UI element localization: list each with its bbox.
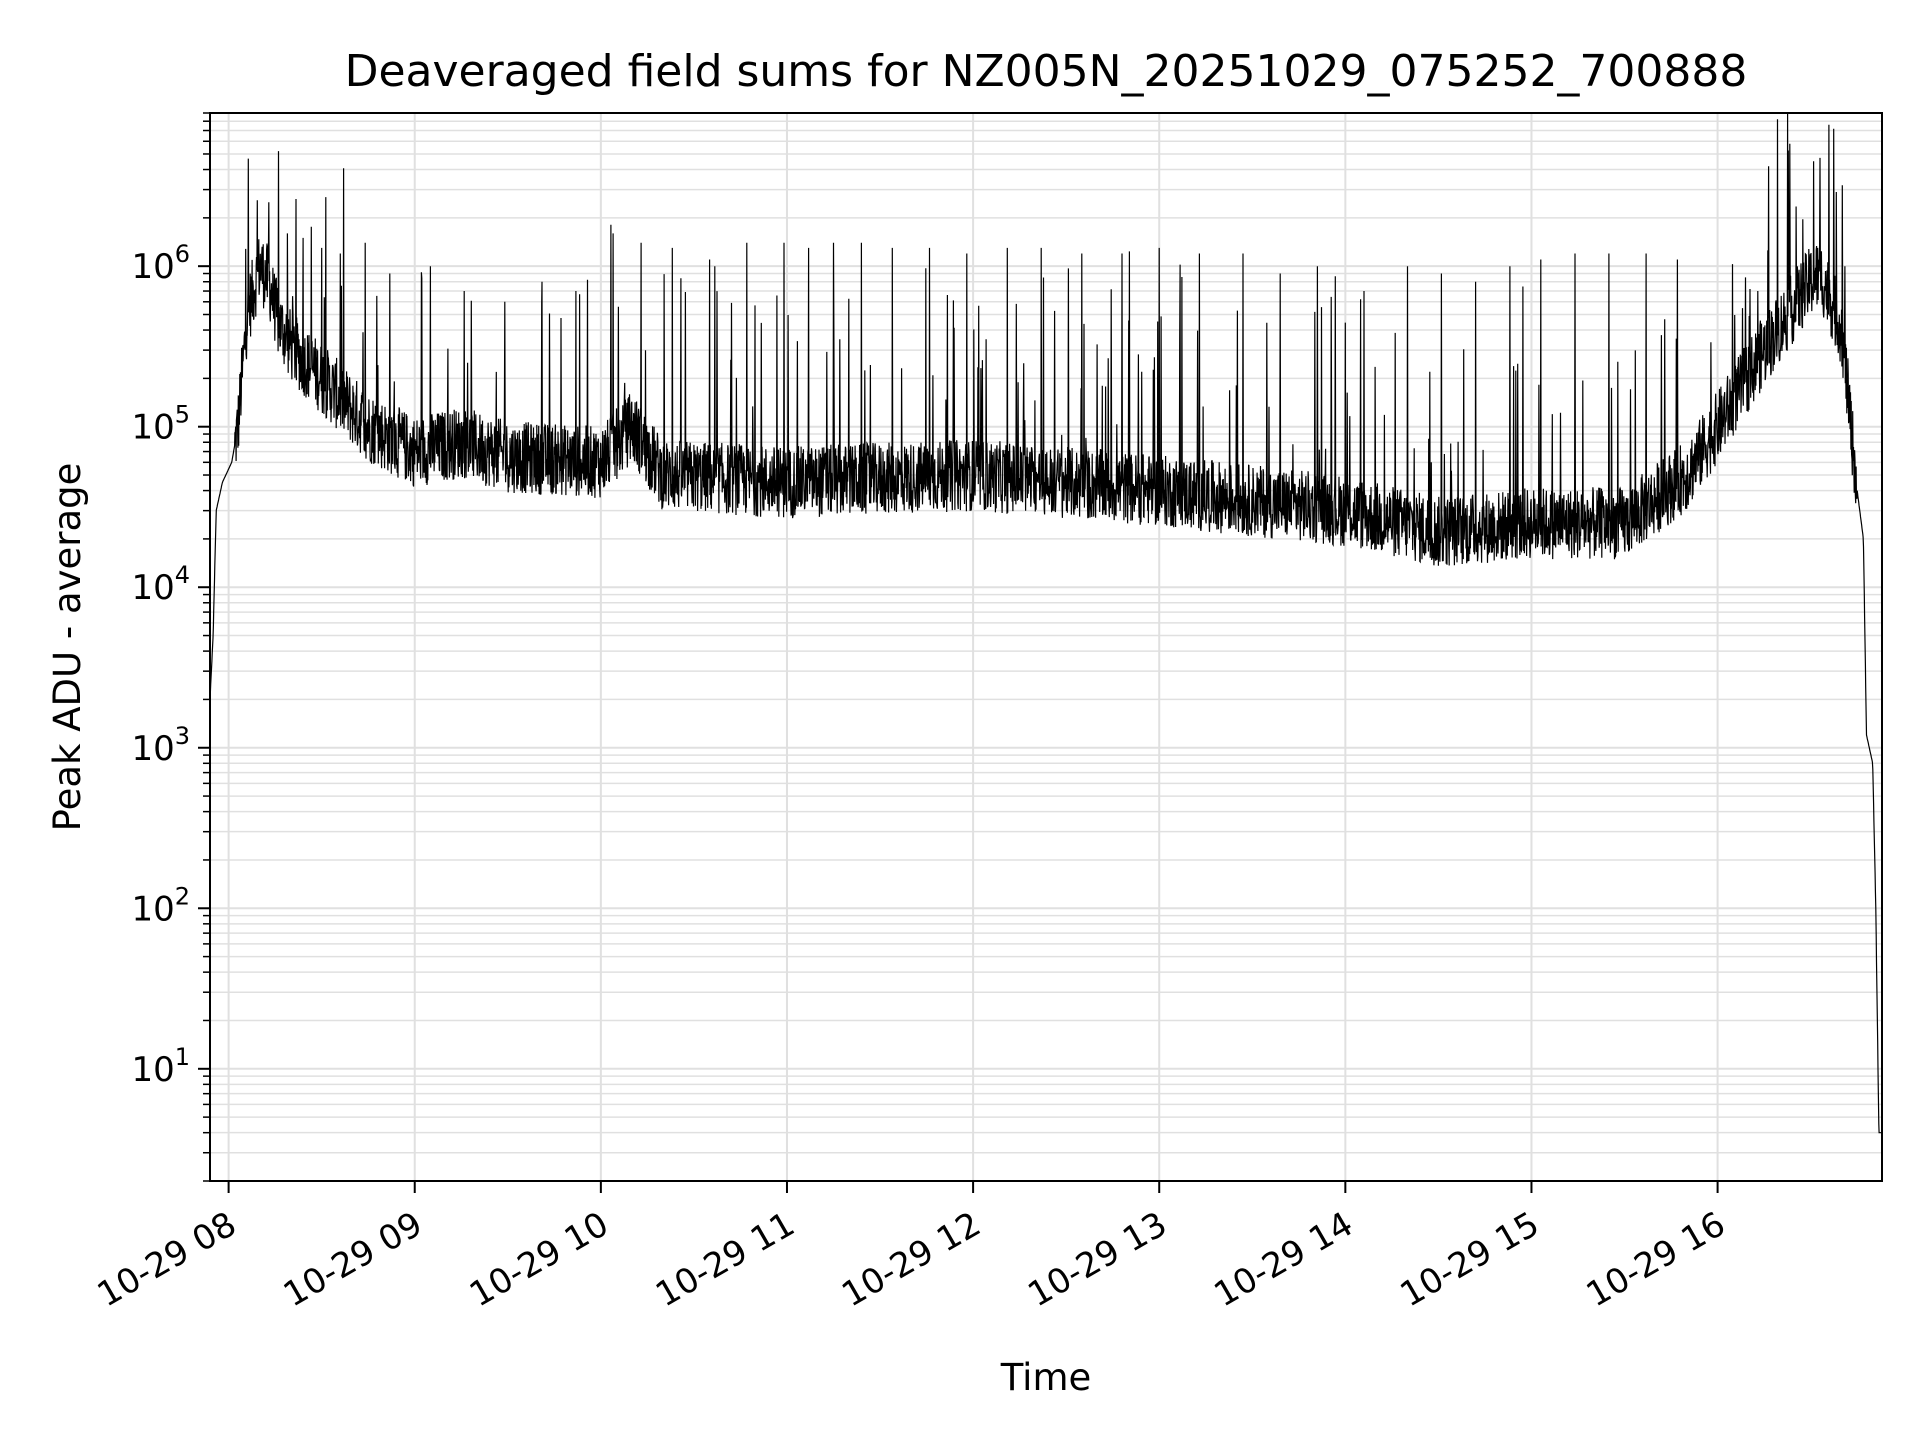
series-line <box>209 113 1882 1134</box>
plot-frame <box>209 112 1883 1182</box>
chart-title: Deaveraged field sums for NZ005N_2025102… <box>345 46 1748 97</box>
y-axis-label: Peak ADU - average <box>46 463 89 832</box>
series-layer <box>209 113 1882 1134</box>
y-tick-label: 103 <box>131 722 190 769</box>
grid <box>210 112 1882 1182</box>
y-tick-label: 105 <box>131 401 190 448</box>
x-axis-label: Time <box>1000 1356 1092 1399</box>
y-tick-label: 104 <box>131 561 190 608</box>
y-axis: 101 102 103 104 105 106 <box>131 112 210 1182</box>
y-tick-label: 101 <box>131 1043 190 1090</box>
y-tick-label: 102 <box>131 882 190 929</box>
y-tick-label: 106 <box>131 240 190 287</box>
